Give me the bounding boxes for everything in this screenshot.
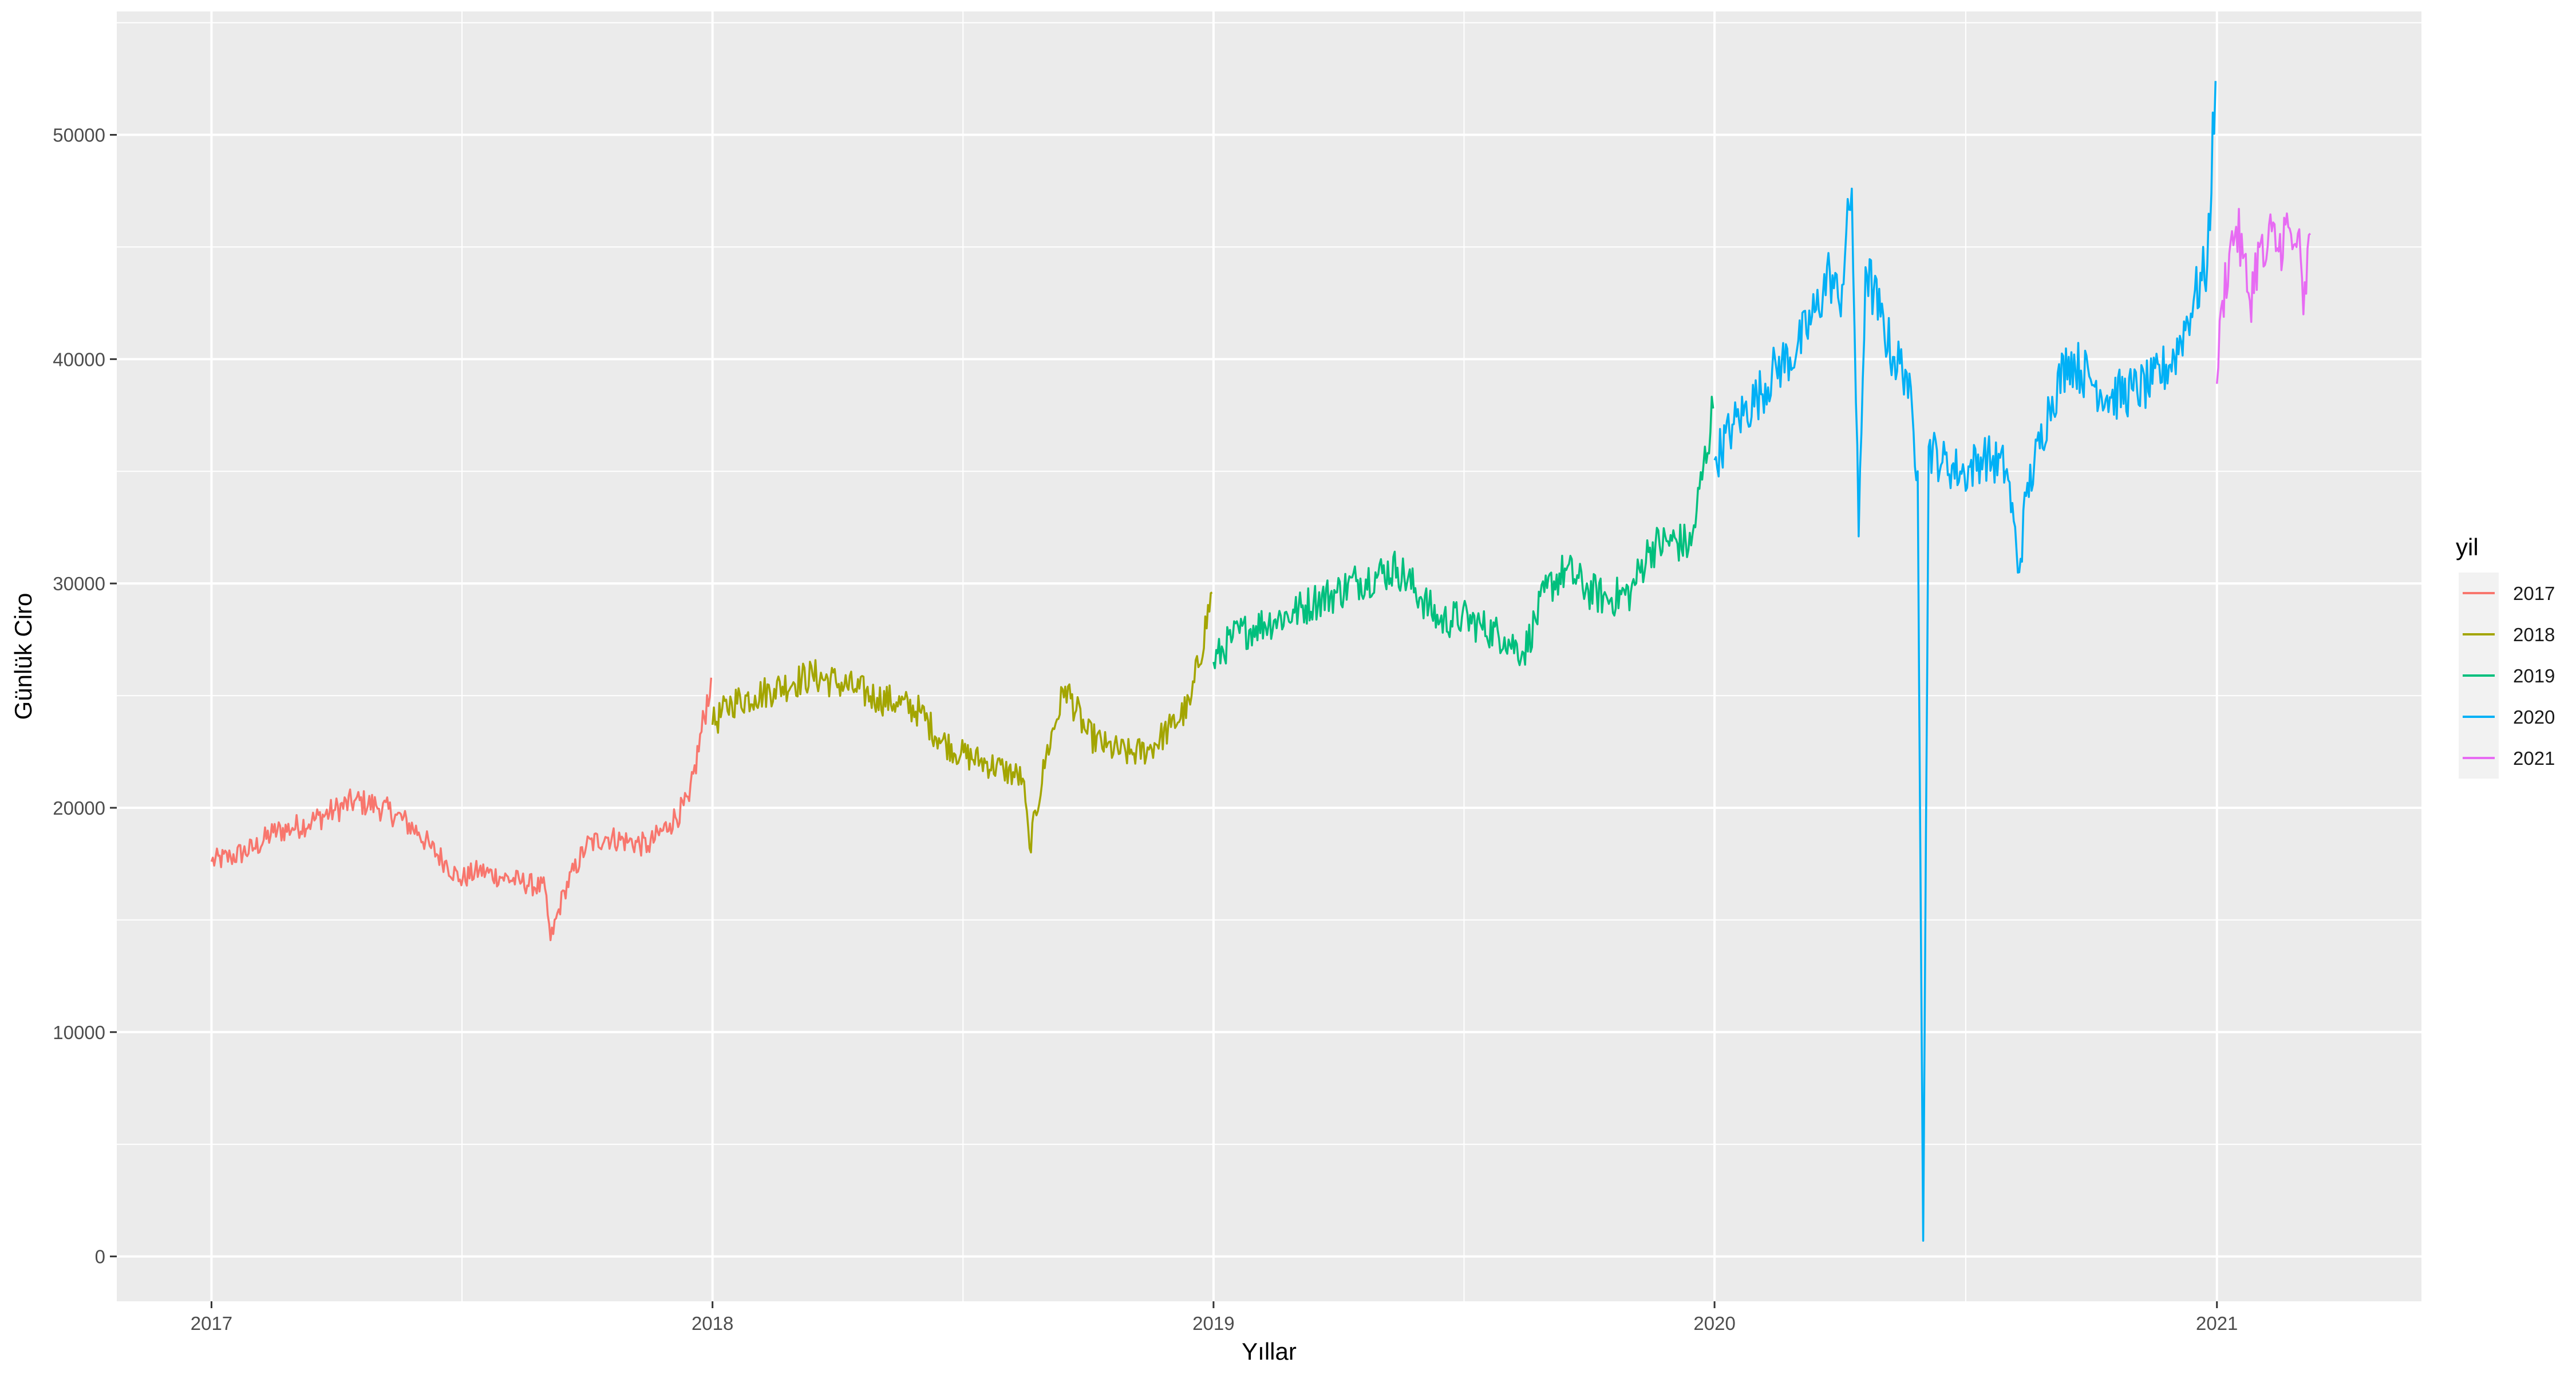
- minor-gridlines: [117, 11, 2421, 1301]
- series-line-2021: [2215, 208, 2312, 384]
- axes: 0 10000 20000 30000 40000 50000 2017 2018 2019 20…: [53, 125, 2238, 1334]
- series-lines: [210, 81, 2312, 1242]
- legend-label-2019: 2019: [2513, 665, 2555, 686]
- x-tick-label: 2018: [692, 1313, 733, 1334]
- series-line-2020: [1713, 81, 2217, 1242]
- legend-title: yil: [2456, 534, 2479, 560]
- y-axis-title: Günlük Ciro: [10, 593, 37, 720]
- series-line-2017: [210, 677, 713, 941]
- major-gridlines: [117, 11, 2421, 1301]
- series-line-2018: [711, 591, 1213, 854]
- legend-label-2018: 2018: [2513, 624, 2555, 645]
- x-tick-label: 2020: [1693, 1313, 1735, 1334]
- x-tick-label: 2021: [2196, 1313, 2238, 1334]
- y-tick-label: 20000: [53, 797, 105, 819]
- x-tick-label: 2017: [191, 1313, 232, 1334]
- x-axis-title: Yıllar: [1242, 1338, 1297, 1365]
- legend-label-2017: 2017: [2513, 583, 2555, 604]
- legend: yil 2017 2018 2019 2020 2021: [2456, 534, 2555, 779]
- plot-panel: [117, 11, 2421, 1301]
- series-line-2019: [1212, 396, 1714, 669]
- y-tick-label: 30000: [53, 573, 105, 594]
- y-tick-label: 50000: [53, 125, 105, 146]
- y-tick-label: 10000: [53, 1022, 105, 1043]
- y-tick-label: 0: [95, 1246, 105, 1268]
- legend-label-2021: 2021: [2513, 748, 2555, 769]
- y-tick-label: 40000: [53, 349, 105, 370]
- legend-label-2020: 2020: [2513, 706, 2555, 728]
- x-tick-label: 2019: [1192, 1313, 1234, 1334]
